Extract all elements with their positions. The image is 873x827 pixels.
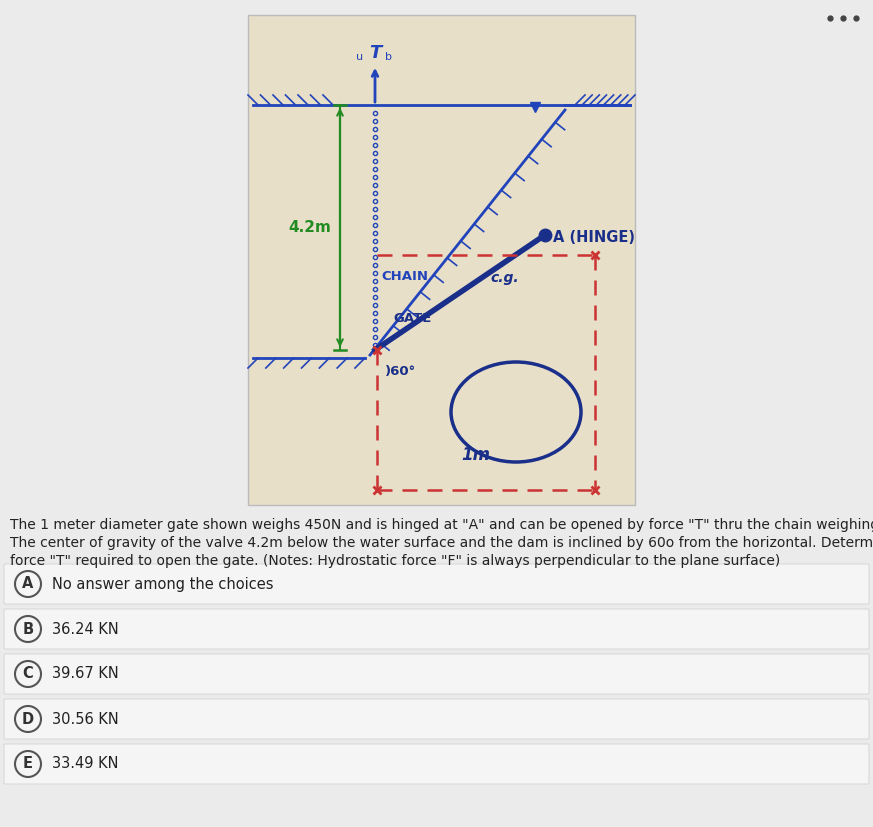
FancyBboxPatch shape <box>4 609 869 649</box>
Text: T: T <box>369 44 382 62</box>
FancyBboxPatch shape <box>4 744 869 784</box>
Text: No answer among the choices: No answer among the choices <box>52 576 273 591</box>
Text: A (HINGE): A (HINGE) <box>553 230 635 245</box>
FancyBboxPatch shape <box>4 564 869 604</box>
Text: A: A <box>23 576 34 591</box>
Text: The 1 meter diameter gate shown weighs 450N and is hinged at "A" and can be open: The 1 meter diameter gate shown weighs 4… <box>10 518 873 532</box>
Text: b: b <box>385 52 392 62</box>
Text: C: C <box>23 667 33 681</box>
Text: D: D <box>22 711 34 726</box>
Text: 36.24 KN: 36.24 KN <box>52 622 119 637</box>
Text: 4.2m: 4.2m <box>289 219 332 235</box>
Text: u: u <box>356 52 363 62</box>
Text: 33.49 KN: 33.49 KN <box>52 757 119 772</box>
Text: GATE: GATE <box>393 312 431 325</box>
Text: CHAIN: CHAIN <box>381 270 428 283</box>
FancyBboxPatch shape <box>4 699 869 739</box>
Text: c.g.: c.g. <box>490 271 519 285</box>
Text: 39.67 KN: 39.67 KN <box>52 667 119 681</box>
Text: E: E <box>23 757 33 772</box>
Text: 1m: 1m <box>462 446 491 464</box>
FancyBboxPatch shape <box>4 654 869 694</box>
Text: B: B <box>23 622 33 637</box>
Text: force "T" required to open the gate. (Notes: Hydrostatic force "F" is always per: force "T" required to open the gate. (No… <box>10 554 780 568</box>
Text: )60°: )60° <box>385 365 416 378</box>
Text: 30.56 KN: 30.56 KN <box>52 711 119 726</box>
Text: The center of gravity of the valve 4.2m below the water surface and the dam is i: The center of gravity of the valve 4.2m … <box>10 536 873 550</box>
FancyBboxPatch shape <box>248 15 635 505</box>
